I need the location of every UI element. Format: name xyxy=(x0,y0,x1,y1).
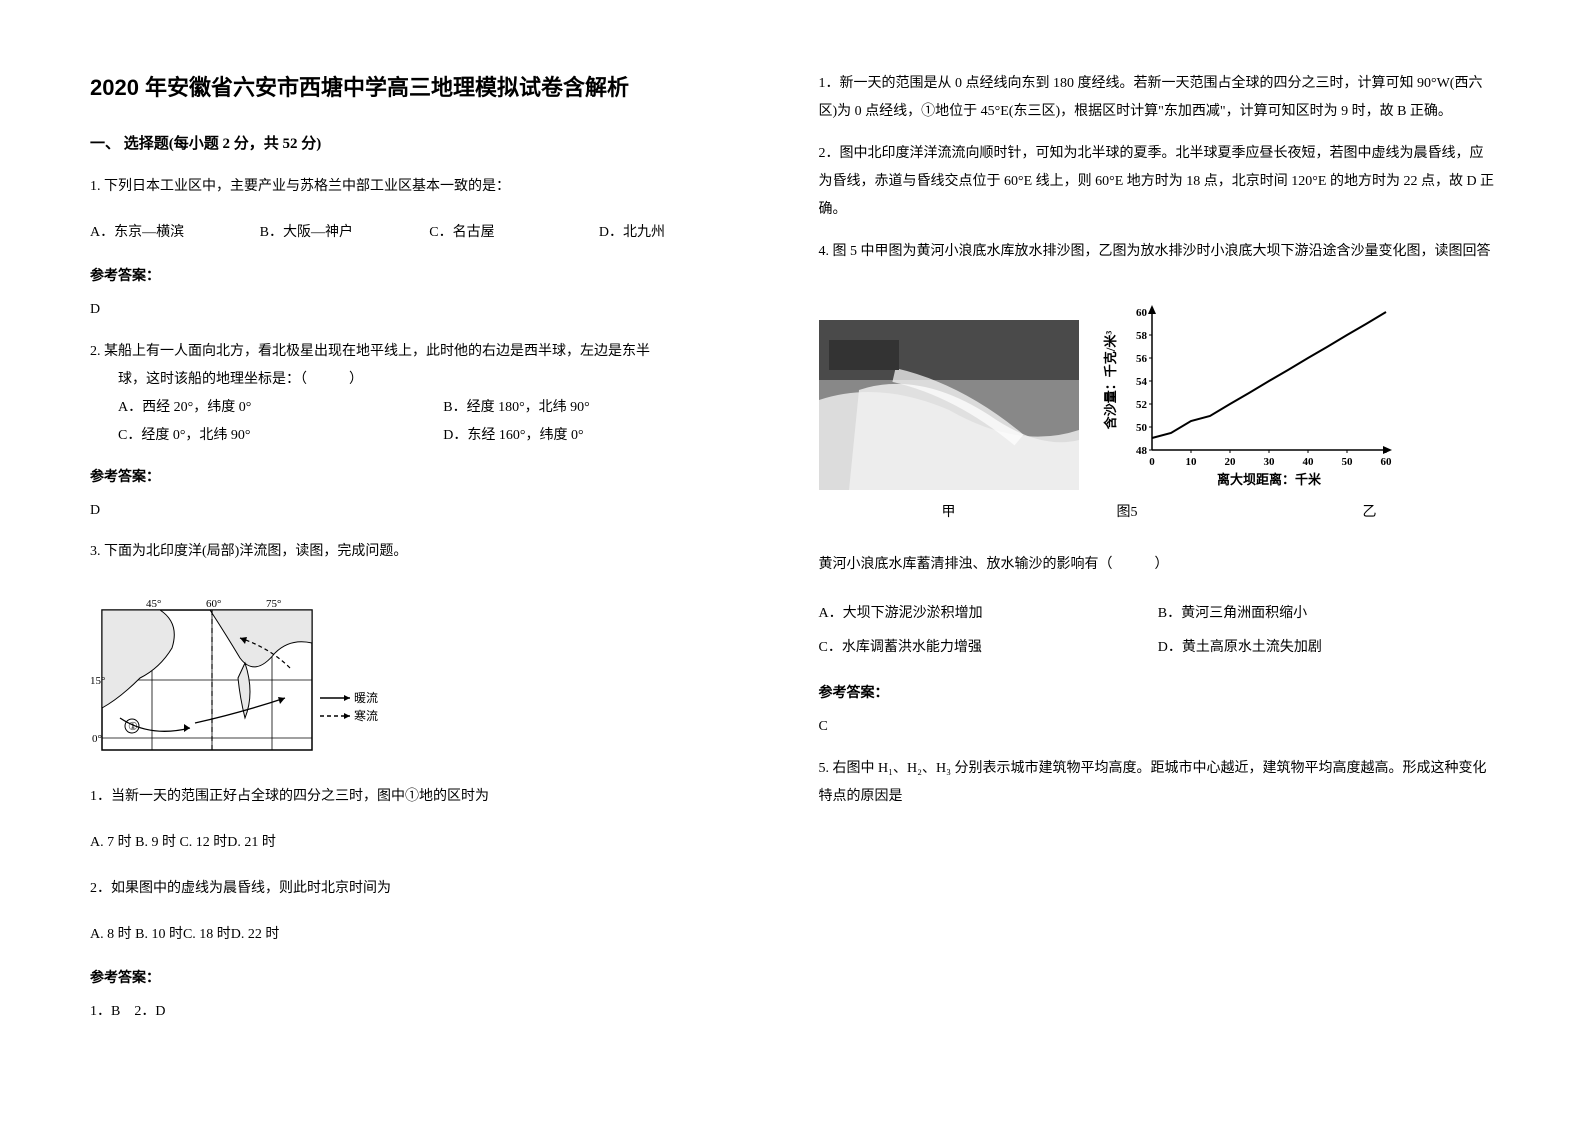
left-column: 2020 年安徽省六安市西塘中学高三地理模拟试卷含解析 一、 选择题(每小题 2… xyxy=(90,70,769,1052)
q3-map: 45° 60° 75° 15° 0° ① 暖流 寒流 xyxy=(90,598,769,763)
svg-text:58: 58 xyxy=(1136,330,1148,342)
map-lon1: 45° xyxy=(146,598,161,610)
svg-text:60: 60 xyxy=(1380,456,1392,468)
explain2: 2．图中北印度洋洋流流向顺时针，可知为北半球的夏季。北半球夏季应昼长夜短，若图中… xyxy=(819,140,1498,224)
svg-text:60: 60 xyxy=(1136,307,1148,319)
dam-photo xyxy=(819,320,1079,490)
q1-optC: C．名古屋 xyxy=(429,219,599,247)
svg-text:20: 20 xyxy=(1224,456,1236,468)
q4-optC: C．水库调蓄洪水能力增强 xyxy=(819,631,1158,665)
q2-optD: D．东经 160°，纬度 0° xyxy=(443,422,768,450)
q2-cont: 球，这时该船的地理坐标是：（ ） xyxy=(118,366,769,394)
chart-ylabel: 含沙量：千克/米³ xyxy=(1103,331,1118,431)
q4-answer-label: 参考答案： xyxy=(819,682,1498,702)
q1-optB: B．大阪—神户 xyxy=(260,219,430,247)
right-column: 1．新一天的范围是从 0 点经线向东到 180 度经线。若新一天范围占全球的四分… xyxy=(819,70,1498,1052)
q2-answer-label: 参考答案： xyxy=(90,466,769,486)
chart-caption: 乙 xyxy=(1363,501,1377,521)
q1-stem: 1. 下列日本工业区中，主要产业与苏格兰中部工业区基本一致的是： xyxy=(90,173,769,201)
map-lon2: 60° xyxy=(206,598,221,610)
q2-indent: 球，这时该船的地理坐标是：（ ） A．西经 20°，纬度 0° B．经度 180… xyxy=(90,366,769,450)
q2-optA: A．西经 20°，纬度 0° xyxy=(118,394,443,422)
q2-optC: C．经度 0°，北纬 90° xyxy=(118,422,443,450)
svg-text:56: 56 xyxy=(1136,353,1148,365)
svg-text:50: 50 xyxy=(1136,422,1148,434)
q4-photo-wrap: 甲 xyxy=(819,320,1079,521)
legend-cold: 寒流 xyxy=(354,708,378,723)
svg-text:40: 40 xyxy=(1302,456,1314,468)
svg-text:50: 50 xyxy=(1341,456,1353,468)
svg-text:52: 52 xyxy=(1136,399,1148,411)
photo-caption: 甲 xyxy=(819,501,1079,521)
q1-options: A．东京—横滨 B．大阪—神户 C．名古屋 D．北九州 xyxy=(90,219,769,247)
section-header: 一、 选择题(每小题 2 分，共 52 分) xyxy=(90,132,769,153)
q1-optD: D．北九州 xyxy=(599,219,769,247)
q3-answer-label: 参考答案： xyxy=(90,967,769,987)
q1-answer-label: 参考答案： xyxy=(90,265,769,285)
svg-text:54: 54 xyxy=(1136,376,1148,388)
map-lon3: 75° xyxy=(266,598,281,610)
q4-optA: A．大坝下游泥沙淤积增加 xyxy=(819,597,1158,631)
chart-xlabel: 离大坝距离：千米 xyxy=(1216,472,1321,487)
svg-text:10: 10 xyxy=(1185,456,1197,468)
page-title: 2020 年安徽省六安市西塘中学高三地理模拟试卷含解析 xyxy=(90,70,769,102)
q4-figures: 甲 48 50 52 54 56 58 60 xyxy=(819,300,1498,521)
q5-stem: 5. 右图中 H₁、H₂、H₃ 分别表示城市建筑物平均高度。距城市中心越近，建筑… xyxy=(819,755,1498,811)
q4-stem: 4. 图 5 中甲图为黄河小浪底水库放水排沙图，乙图为放水排沙时小浪底大坝下游沿… xyxy=(819,238,1498,266)
q1-optA: A．东京—横滨 xyxy=(90,219,260,247)
q4-options: A．大坝下游泥沙淤积增加 B．黄河三角洲面积缩小 C．水库调蓄洪水能力增强 D．… xyxy=(819,597,1498,664)
svg-text:0: 0 xyxy=(1149,456,1155,468)
map-mark: ① xyxy=(128,721,138,733)
q4-answer: C xyxy=(819,714,1498,741)
q2-stem: 2. 某船上有一人面向北方，看北极星出现在地平线上，此时他的右边是西半球，左边是… xyxy=(90,338,769,366)
q3-sub2: 2．如果图中的虚线为晨昏线，则此时北京时间为 xyxy=(90,875,769,903)
q3-answer: 1．B 2．D xyxy=(90,999,769,1026)
map-svg: 45° 60° 75° 15° 0° ① 暖流 寒流 xyxy=(90,598,380,758)
q2-answer: D xyxy=(90,498,769,525)
q4-chart-wrap: 48 50 52 54 56 58 60 0 10 20 30 40 50 60 xyxy=(1097,300,1397,521)
mid-caption: 图5 xyxy=(1117,501,1138,521)
q4-optD: D．黄土高原水土流失加剧 xyxy=(1158,631,1497,665)
q4-optB: B．黄河三角洲面积缩小 xyxy=(1158,597,1497,631)
q2-optB: B．经度 180°，北纬 90° xyxy=(443,394,768,422)
legend-warm: 暖流 xyxy=(354,691,378,705)
line-chart: 48 50 52 54 56 58 60 0 10 20 30 40 50 60 xyxy=(1097,300,1397,490)
map-lat1: 15° xyxy=(90,675,105,687)
svg-text:30: 30 xyxy=(1263,456,1275,468)
q3-sub1-opts: A. 7 时 B. 9 时 C. 12 时D. 21 时 xyxy=(90,829,769,857)
q4-prompt: 黄河小浪底水库蓄清排浊、放水输沙的影响有（ ） xyxy=(819,551,1498,579)
q3-sub2-opts: A. 8 时 B. 10 时C. 18 时D. 22 时 xyxy=(90,921,769,949)
svg-text:48: 48 xyxy=(1136,445,1148,457)
q3-sub1: 1．当新一天的范围正好占全球的四分之三时，图中①地的区时为 xyxy=(90,783,769,811)
q1-answer: D xyxy=(90,297,769,324)
map-lat2: 0° xyxy=(92,733,102,745)
q3-stem: 3. 下面为北印度洋(局部)洋流图，读图，完成问题。 xyxy=(90,538,769,566)
explain1: 1．新一天的范围是从 0 点经线向东到 180 度经线。若新一天范围占全球的四分… xyxy=(819,70,1498,126)
